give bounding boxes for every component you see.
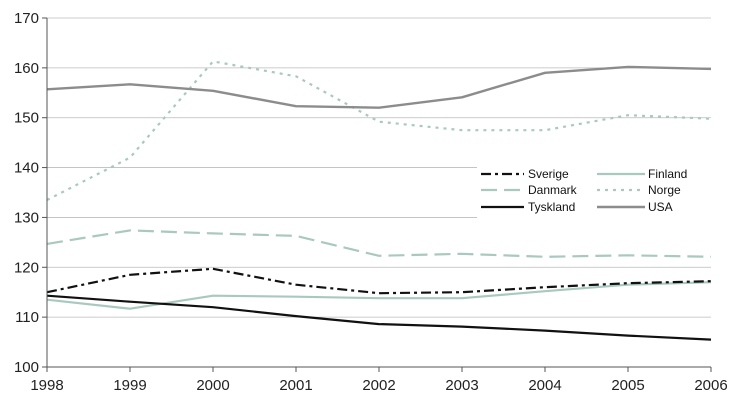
y-axis-ticks: 100 110 120 130 140 150 160 170 — [14, 10, 47, 376]
legend: Sverige Finland Danmark Norge Tyskland USA — [477, 163, 719, 220]
series-line-danmark — [46, 229, 712, 258]
x-axis-ticks: 1998 1999 2000 2001 2002 2003 2004 2005 2006 — [30, 367, 728, 394]
x-tick-label-1998: 1998 — [30, 377, 63, 394]
legend-label-finland: Finland — [648, 167, 687, 181]
y-tick-label-110: 110 — [15, 309, 39, 326]
x-tick-label-2006: 2006 — [694, 377, 727, 394]
legend-label-sverige: Sverige — [528, 167, 569, 181]
x-tick-label-2005: 2005 — [611, 377, 644, 394]
y-tick-label-100: 100 — [14, 359, 39, 376]
x-tick-label-2000: 2000 — [196, 377, 229, 394]
legend-label-tyskland: Tyskland — [528, 200, 575, 214]
x-tick-label-2003: 2003 — [445, 377, 478, 394]
legend-box — [477, 163, 719, 220]
legend-label-danmark: Danmark — [528, 183, 578, 197]
y-tick-label-170: 170 — [14, 10, 39, 27]
series-line-usa — [46, 65, 712, 109]
x-tick-label-2002: 2002 — [362, 377, 395, 394]
grid-lines — [47, 17, 711, 318]
legend-label-usa: USA — [648, 200, 673, 214]
y-tick-label-120: 120 — [14, 259, 39, 276]
y-tick-label-130: 130 — [14, 209, 39, 226]
x-tick-label-2004: 2004 — [528, 377, 561, 394]
series-line-finland — [46, 281, 712, 310]
y-tick-label-160: 160 — [14, 60, 39, 77]
series-line-sverige — [46, 267, 712, 295]
series-line-tyskland — [46, 294, 712, 341]
x-tick-label-1999: 1999 — [113, 377, 146, 394]
x-tick-label-2001: 2001 — [279, 377, 312, 394]
legend-label-norge: Norge — [648, 183, 681, 197]
y-tick-label-150: 150 — [14, 110, 39, 127]
series-layer — [46, 60, 712, 341]
y-tick-label-140: 140 — [14, 160, 39, 177]
